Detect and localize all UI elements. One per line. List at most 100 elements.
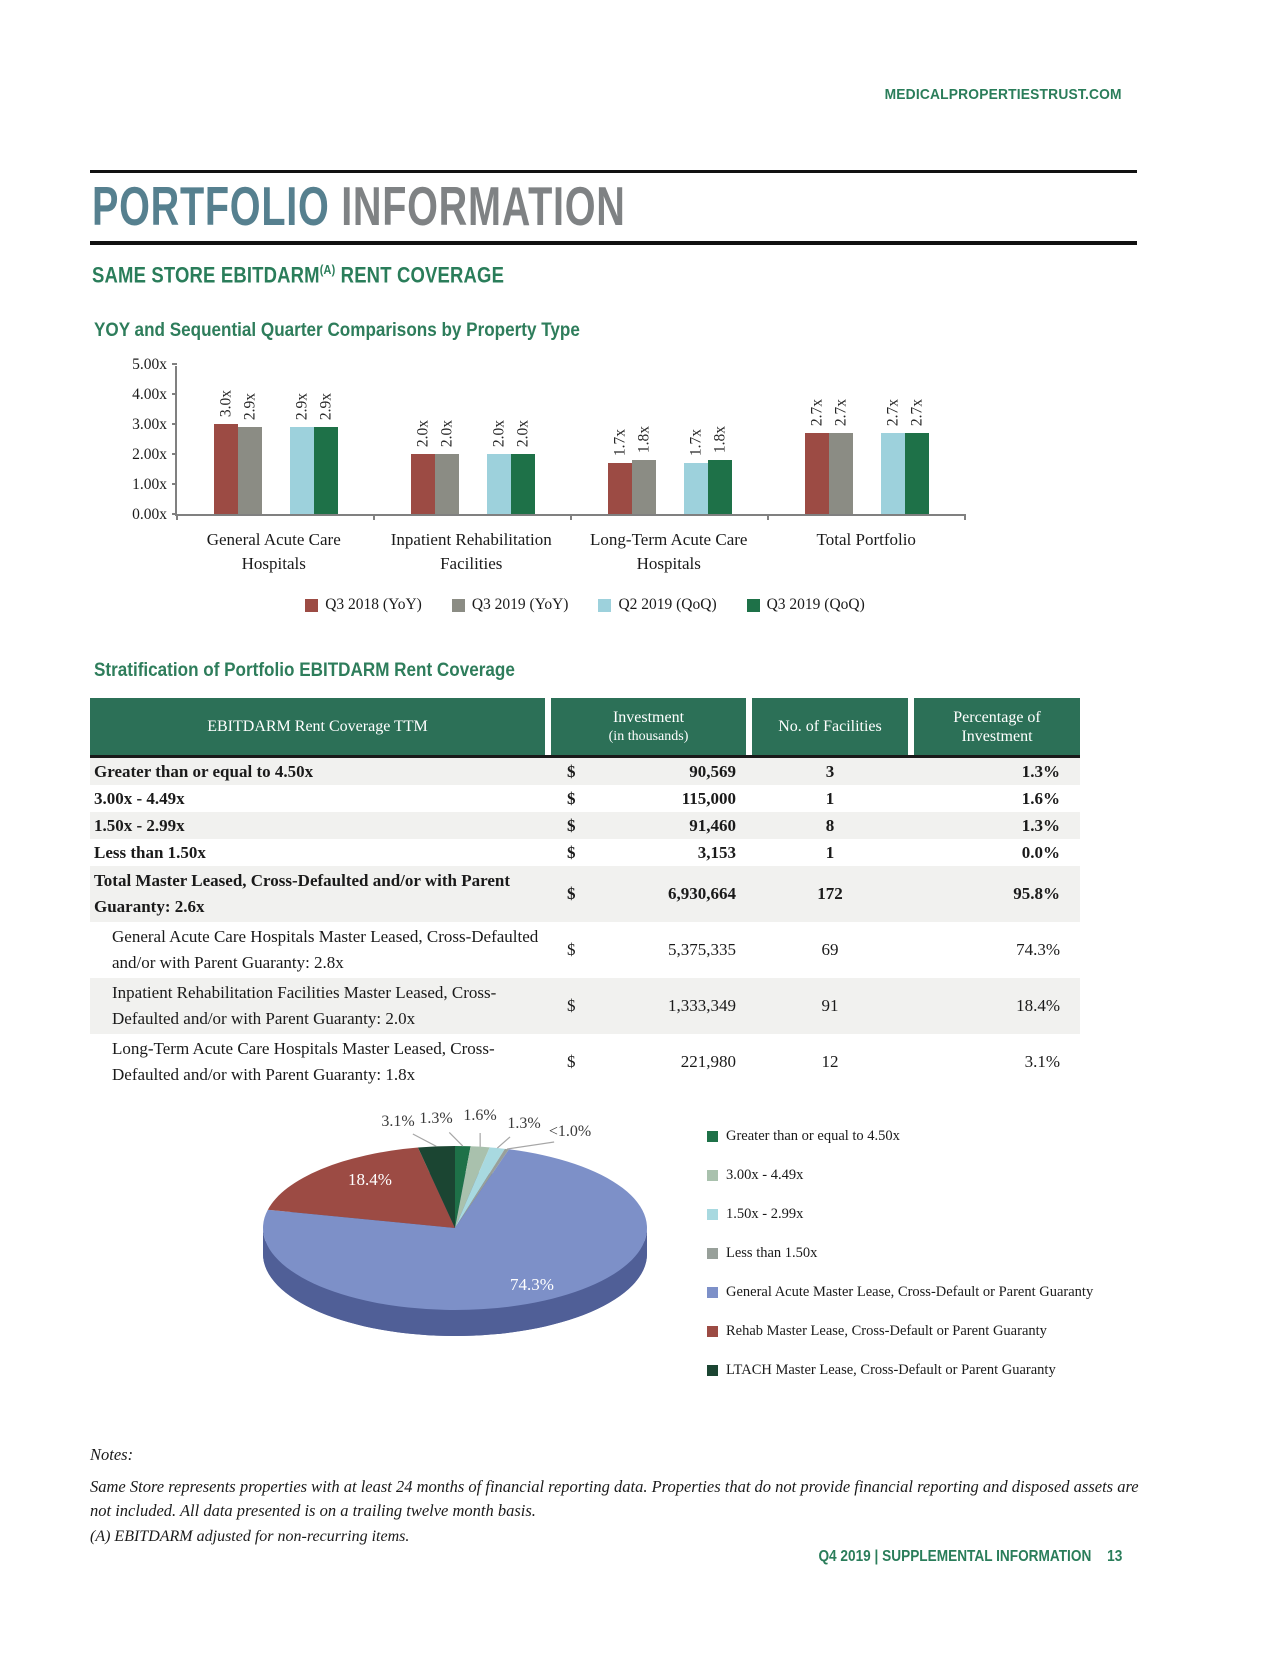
pie-slice bbox=[455, 1147, 505, 1228]
cell-coverage-label: Long-Term Acute Care Hospitals Master Le… bbox=[112, 1039, 495, 1084]
legend-label: General Acute Master Lease, Cross-Defaul… bbox=[726, 1284, 1094, 1300]
y-axis-tick-label: 2.00x bbox=[132, 445, 167, 463]
legend-swatch bbox=[707, 1287, 718, 1298]
legend-swatch bbox=[707, 1131, 718, 1142]
pie-callout-line bbox=[506, 1141, 555, 1150]
pie-inside-label: 18.4% bbox=[348, 1170, 392, 1189]
pie-callout-line bbox=[448, 1132, 464, 1147]
legend-swatch bbox=[707, 1209, 718, 1220]
x-axis-tick-mark bbox=[767, 514, 769, 520]
bar-legend-item: Q3 2019 (QoQ) bbox=[746, 596, 865, 614]
currency-symbol: $ bbox=[567, 884, 576, 903]
bar: 2.9x bbox=[313, 393, 338, 514]
bar-value-label: 1.7x bbox=[686, 428, 704, 456]
cell-investment: $90,569 bbox=[551, 762, 746, 782]
cell-facilities-count: 8 bbox=[825, 815, 835, 835]
cell-investment: $5,375,335 bbox=[551, 940, 746, 960]
pie-callout-label: 1.3% bbox=[419, 1110, 452, 1127]
cell-facilities-count: 1 bbox=[825, 788, 835, 808]
footnote-a: (A) EBITDARM adjusted for non-recurring … bbox=[90, 1528, 410, 1545]
currency-symbol: $ bbox=[567, 1052, 576, 1071]
pie-callout-label: 1.6% bbox=[463, 1107, 496, 1124]
bar-value-label: 2.0x bbox=[489, 419, 507, 447]
pie-slice bbox=[263, 1149, 647, 1310]
page-title-portfolio: PORTFOLIO bbox=[92, 175, 330, 237]
bar: 2.7x bbox=[880, 399, 905, 514]
page-footer: Q4 2019 | SUPPLEMENTAL INFORMATION 13 bbox=[818, 1548, 1122, 1566]
pie-callout-line bbox=[496, 1136, 511, 1149]
bar: 1.8x bbox=[707, 426, 732, 514]
title-block: PORTFOLIO INFORMATION bbox=[90, 170, 1137, 245]
y-axis-tick-label: 5.00x bbox=[132, 355, 167, 373]
investment-amount: 5,375,335 bbox=[668, 940, 736, 959]
y-axis-tick-label: 4.00x bbox=[132, 385, 167, 403]
pie-chart-legend: Greater than or equal to 4.50x 3.00x - 4.… bbox=[707, 1128, 1093, 1379]
table-row: Long-Term Acute Care Hospitals Master Le… bbox=[90, 1034, 1080, 1090]
cell-facilities-count: 3 bbox=[825, 761, 835, 781]
currency-symbol: $ bbox=[567, 940, 576, 959]
cell-coverage-label: General Acute Care Hospitals Master Leas… bbox=[112, 927, 539, 972]
pie-legend-item: 3.00x - 4.49x bbox=[707, 1167, 1093, 1184]
bar: 2.0x bbox=[410, 420, 435, 514]
site-url: MEDICALPROPERTIESTRUST.COM bbox=[884, 86, 1122, 103]
bar-value-label: 2.7x bbox=[807, 398, 825, 426]
bar-group: 1.7x 1.8x 1.7x 1.8x bbox=[571, 366, 768, 514]
category-axis-label: Total Portfolio bbox=[816, 530, 916, 549]
x-axis-tick-mark bbox=[373, 514, 375, 520]
legend-label: Q3 2019 (YoY) bbox=[471, 596, 569, 613]
pie-callout-label: 1.3% bbox=[507, 1115, 540, 1132]
cell-facilities-count: 12 bbox=[821, 1052, 839, 1071]
investment-amount: 6,930,664 bbox=[668, 884, 736, 903]
legend-label: Less than 1.50x bbox=[726, 1245, 818, 1261]
bar: 1.7x bbox=[607, 429, 632, 514]
investment-amount: 1,333,349 bbox=[668, 996, 736, 1015]
pie-callout-line bbox=[412, 1133, 437, 1147]
stratification-table: EBITDARM Rent Coverage TTM Investment (i… bbox=[90, 698, 1080, 1090]
pie-slice bbox=[267, 1147, 455, 1228]
table-row: Greater than or equal to 4.50x $90,569 3 1.… bbox=[90, 758, 1080, 785]
pie-legend-item: Greater than or equal to 4.50x bbox=[707, 1128, 1093, 1145]
y-axis-tick-mark bbox=[172, 423, 177, 425]
investment-amount: 90,569 bbox=[689, 761, 736, 781]
table-row: Inpatient Rehabilitation Facilities Mast… bbox=[90, 978, 1080, 1034]
y-axis-tick-mark bbox=[172, 483, 177, 485]
bar-value-label: 2.0x bbox=[437, 419, 455, 447]
legend-label: Q3 2019 (QoQ) bbox=[766, 596, 865, 613]
cell-investment: $3,153 bbox=[551, 843, 746, 863]
pie-legend-item: Less than 1.50x bbox=[707, 1245, 1093, 1262]
legend-swatch bbox=[707, 1365, 718, 1376]
legend-swatch bbox=[707, 1248, 718, 1259]
legend-swatch bbox=[746, 598, 760, 612]
cell-coverage-label: 3.00x - 4.49x bbox=[94, 788, 185, 808]
table-header-investment: Investment (in thousands) bbox=[551, 698, 746, 755]
investment-amount: 3,153 bbox=[697, 842, 736, 862]
table-row: General Acute Care Hospitals Master Leas… bbox=[90, 922, 1080, 978]
table-header-percentage: Percentage of Investment bbox=[914, 698, 1080, 755]
bar-group: 2.0x 2.0x 2.0x 2.0x bbox=[374, 366, 571, 514]
legend-swatch bbox=[598, 598, 612, 612]
page-title-information: INFORMATION bbox=[329, 175, 626, 237]
cell-percentage: 3.1% bbox=[1024, 1052, 1060, 1071]
page-title: PORTFOLIO INFORMATION bbox=[92, 179, 626, 234]
cell-coverage-label: Total Master Leased, Cross-Defaulted and… bbox=[94, 871, 511, 916]
cell-investment: $91,460 bbox=[551, 816, 746, 836]
cell-percentage: 1.6% bbox=[1021, 788, 1060, 808]
investment-amount: 221,980 bbox=[680, 1052, 736, 1071]
table-row: 3.00x - 4.49x $115,000 1 1.6% bbox=[90, 785, 1080, 812]
bar-value-label: 2.7x bbox=[907, 398, 925, 426]
bar: 1.7x bbox=[683, 429, 708, 514]
y-axis-tick-mark bbox=[172, 363, 177, 365]
cell-percentage: 1.3% bbox=[1021, 761, 1060, 781]
bar-chart-legend: Q3 2018 (YoY) Q3 2019 (YoY) Q2 2019 (QoQ) Q… bbox=[90, 596, 1080, 614]
pie-inside-label: 74.3% bbox=[510, 1275, 554, 1294]
section-heading: SAME STORE EBITDARM(A) RENT COVERAGE bbox=[92, 262, 504, 288]
y-axis-tick-mark bbox=[172, 513, 177, 515]
investment-amount: 91,460 bbox=[689, 815, 736, 835]
legend-label: Rehab Master Lease, Cross-Default or Par… bbox=[726, 1323, 1047, 1339]
bar-legend-item: Q3 2019 (YoY) bbox=[451, 596, 569, 614]
pie-legend-item: Rehab Master Lease, Cross-Default or Par… bbox=[707, 1323, 1093, 1340]
bar-chart-title: YOY and Sequential Quarter Comparisons b… bbox=[94, 320, 580, 341]
legend-label: Q3 2018 (YoY) bbox=[325, 596, 422, 613]
currency-symbol: $ bbox=[567, 996, 576, 1015]
pie-slice bbox=[455, 1146, 471, 1228]
